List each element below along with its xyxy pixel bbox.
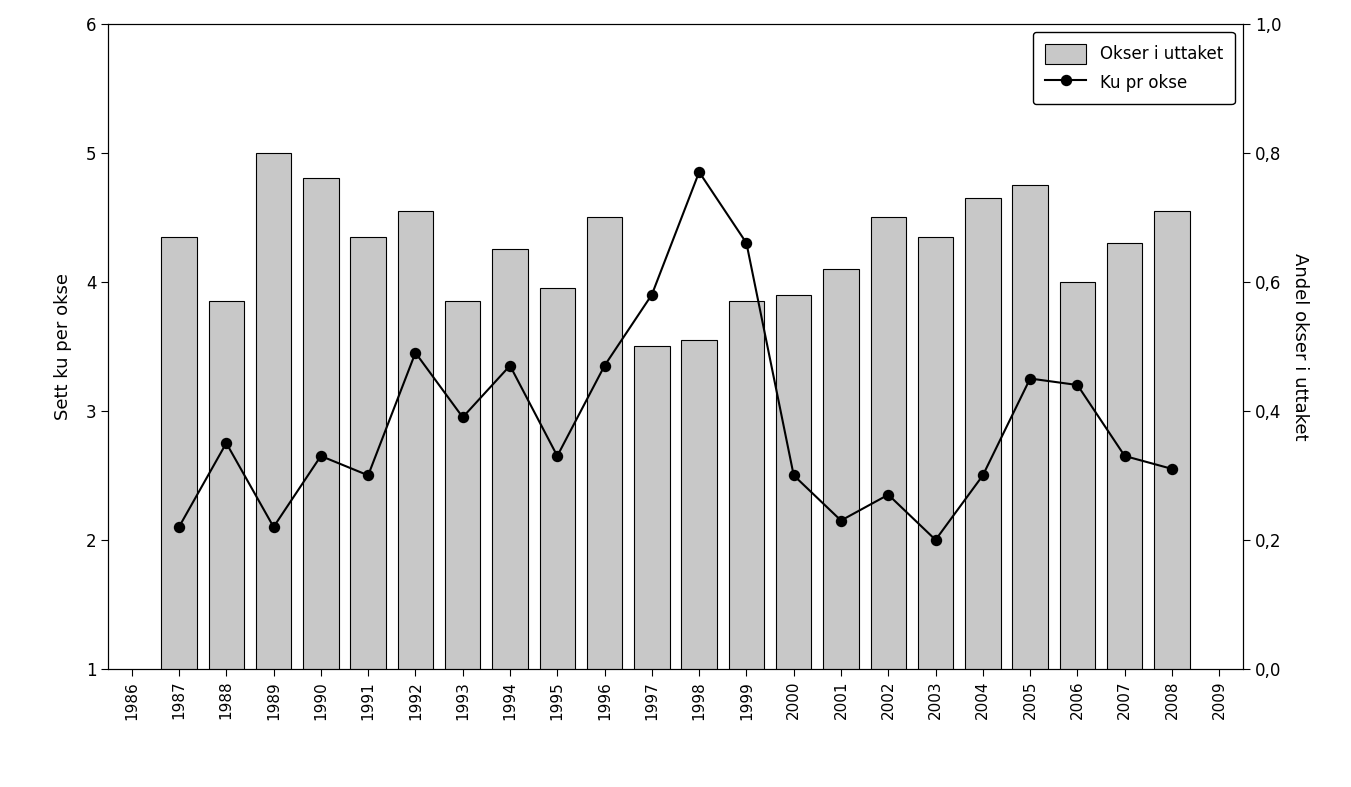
Bar [539,288,576,787]
Bar [586,217,623,787]
Bar [303,179,339,787]
Bar [397,211,434,787]
Bar [1154,211,1190,787]
Bar [161,237,197,787]
Y-axis label: Sett ku per okse: Sett ku per okse [54,273,72,419]
Bar [350,237,386,787]
Bar [1012,185,1048,787]
Bar [255,153,292,787]
Bar [444,301,481,787]
Bar [634,346,670,787]
Bar [823,269,859,787]
Bar [492,249,528,787]
Bar [728,301,765,787]
Bar [775,294,812,787]
Bar [917,237,954,787]
Bar [870,217,907,787]
Bar [1059,282,1096,787]
Bar [965,198,1001,787]
Y-axis label: Andel okser i uttaket: Andel okser i uttaket [1292,253,1309,440]
Bar [1106,243,1143,787]
Bar [681,340,717,787]
Bar [208,301,245,787]
Legend: Okser i uttaket, Ku pr okse: Okser i uttaket, Ku pr okse [1034,32,1235,104]
